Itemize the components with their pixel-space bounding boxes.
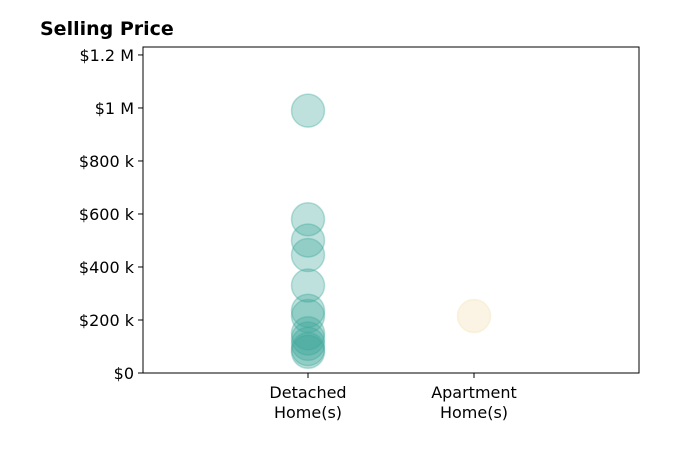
data-point [290,321,326,356]
data-point [290,237,326,273]
x-tick-label: Apartment [431,383,517,402]
data-points [290,93,492,370]
plot-frame [142,46,640,374]
data-point [290,298,326,334]
y-axis: $0 $200 k $400 k $600 k $800 k $1 M $1.2 M [79,46,143,383]
y-tick-label: $1 M [95,99,134,118]
data-point [290,334,326,370]
data-point [290,315,326,351]
x-tick-label: Home(s) [440,403,508,422]
y-tick-label: $1.2 M [79,46,134,65]
x-tick-label: Detached [269,383,346,402]
chart-title: Selling Price [40,18,174,40]
y-tick-label: $0 [114,364,134,383]
y-tick-label: $400 k [79,258,135,277]
data-point [290,93,326,128]
y-tick-label: $800 k [79,152,135,171]
data-point [290,293,326,328]
data-point [290,202,326,237]
data-point [290,268,326,303]
y-tick-label: $200 k [79,311,135,330]
data-point [456,298,492,334]
data-point [290,331,326,367]
x-tick-label: Home(s) [274,403,342,422]
data-point [290,223,326,258]
data-point [290,326,326,362]
y-tick-label: $600 k [79,205,135,224]
